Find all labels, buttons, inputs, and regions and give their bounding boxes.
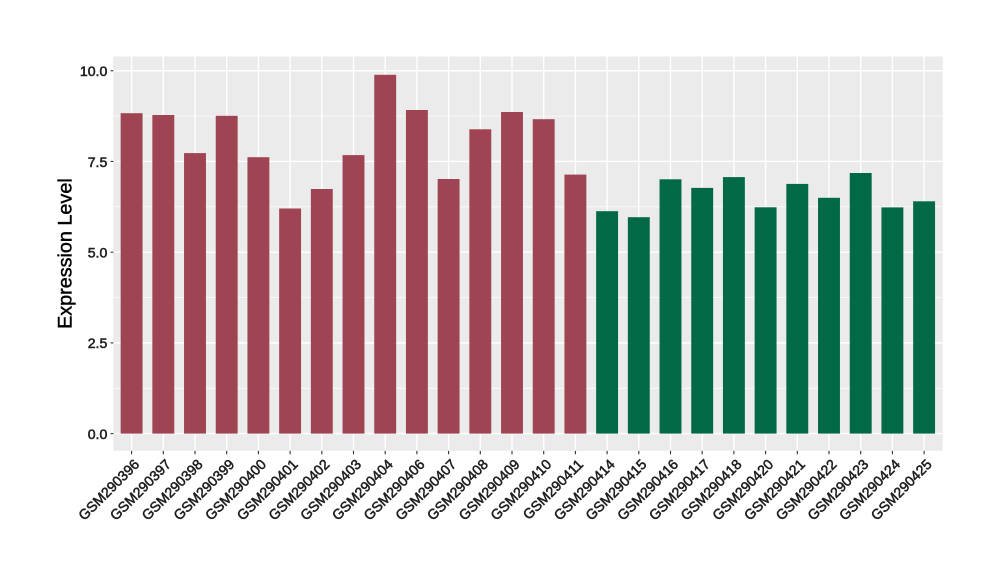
- svg-text:2.5: 2.5: [88, 335, 108, 351]
- svg-text:10.0: 10.0: [80, 63, 108, 79]
- svg-text:5.0: 5.0: [88, 245, 108, 261]
- svg-text:7.5: 7.5: [88, 154, 108, 170]
- svg-text:Expression Level: Expression Level: [55, 178, 77, 329]
- svg-text:0.0: 0.0: [88, 426, 108, 442]
